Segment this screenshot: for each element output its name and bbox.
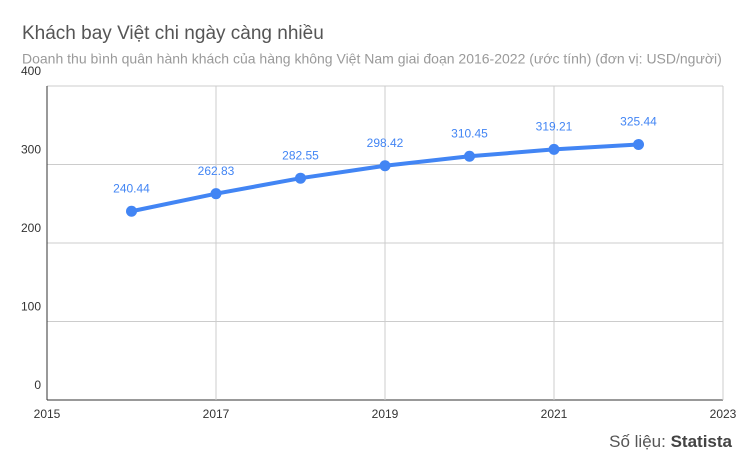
x-tick-label: 2019 — [372, 407, 399, 421]
point — [548, 143, 560, 155]
x-tick-label: 2023 — [710, 407, 737, 421]
point — [633, 139, 644, 151]
value-label: 262.83 — [198, 164, 235, 178]
value-label: 319.21 — [536, 120, 573, 134]
source: Số liệu: Statista — [609, 432, 732, 451]
point — [464, 150, 475, 162]
y-tick-label: 100 — [21, 300, 41, 314]
value-label: 310.45 — [451, 126, 488, 140]
x-tick-label: 2015 — [34, 407, 61, 421]
y-tick-label: 300 — [21, 143, 41, 157]
value-label: 325.44 — [620, 115, 657, 129]
x-tick-label: 2021 — [541, 407, 568, 421]
point — [210, 188, 222, 200]
source-name: Statista — [671, 432, 733, 451]
point — [295, 172, 306, 184]
x-tick-label: 2017 — [203, 407, 230, 421]
point — [126, 205, 137, 217]
point — [379, 160, 391, 172]
value-label: 298.42 — [367, 136, 404, 150]
value-label: 282.55 — [282, 148, 319, 162]
value-label: 240.44 — [113, 181, 150, 195]
chart-subtitle: Doanh thu bình quân hành khách của hàng … — [22, 51, 722, 67]
chart-title: Khách bay Việt chi ngày càng nhiều — [22, 23, 324, 44]
y-tick-label: 0 — [34, 378, 41, 392]
y-tick-label: 400 — [21, 64, 41, 78]
source-label: Số liệu: — [609, 432, 666, 451]
y-tick-label: 200 — [21, 221, 41, 235]
